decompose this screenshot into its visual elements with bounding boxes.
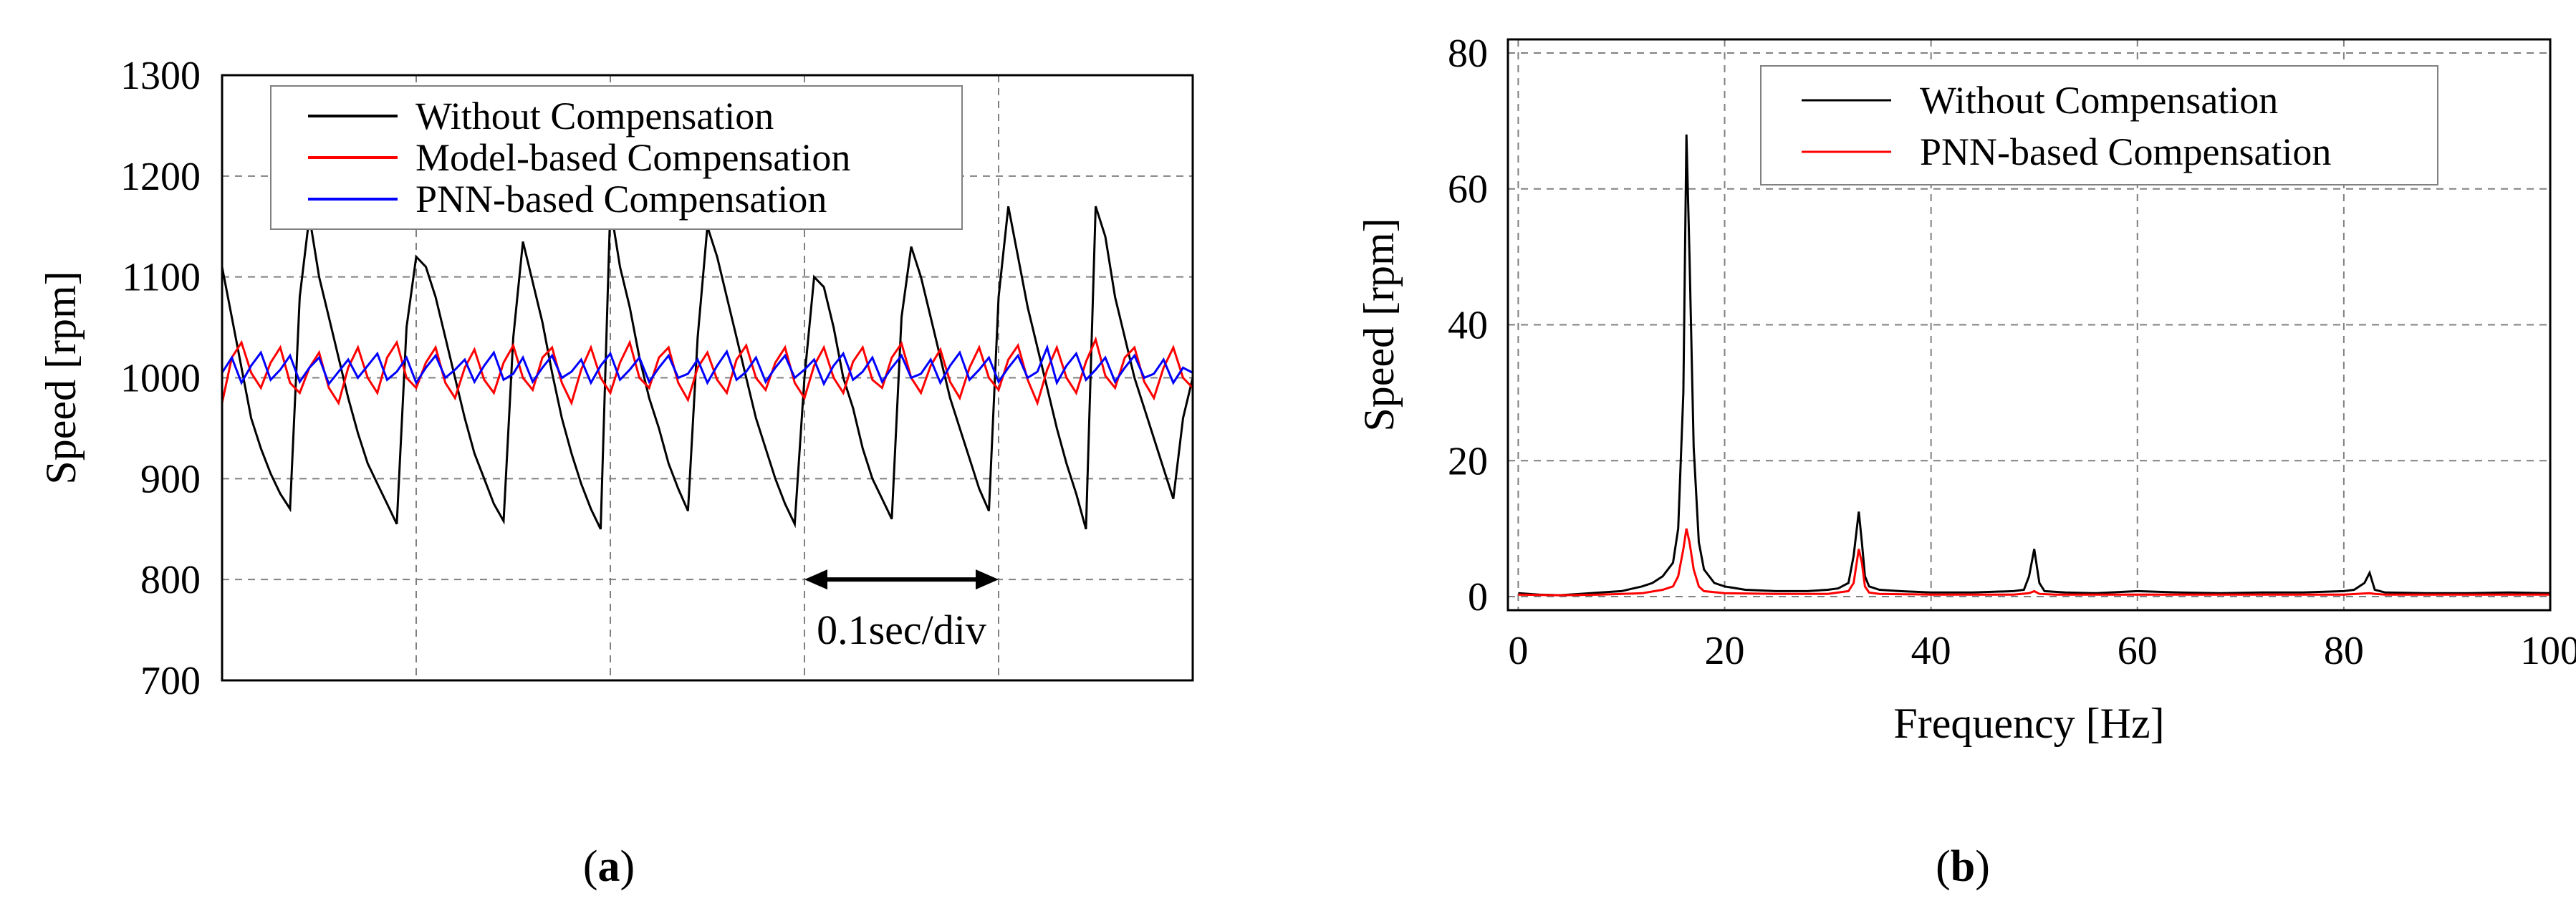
panel-a-annotation: 0.1sec/div bbox=[804, 569, 999, 653]
legend-b-pnn-label: PNN-based Compensation bbox=[1920, 130, 2331, 173]
panel-b-legend-box bbox=[1760, 65, 2438, 185]
b-series-line-1 bbox=[1518, 528, 2550, 597]
b-y-tick-80: 80 bbox=[1448, 32, 1488, 76]
panel-b-legend: Without Compensation PNN-based Compensat… bbox=[1760, 65, 2438, 185]
panel-b-caption-letter: b bbox=[1951, 842, 1975, 891]
a-y-tick-1100: 1100 bbox=[122, 256, 201, 300]
panel-a-time-chart: 700 800 900 1000 1100 1200 1300 Speed [rpm] Wi… bbox=[37, 54, 1194, 891]
b-series-line-0 bbox=[1518, 134, 2551, 597]
a-y-tick-1300: 1300 bbox=[120, 54, 201, 98]
legend-b-without-label: Without Compensation bbox=[1920, 79, 2278, 122]
b-y-tick-40: 40 bbox=[1448, 304, 1488, 348]
annotation-arrow-right-head bbox=[976, 569, 999, 590]
panel-b-x-tick-labels: 0 20 40 60 80 100 bbox=[1508, 629, 2576, 673]
annotation-text: 0.1sec/div bbox=[817, 607, 986, 653]
b-x-tick-0: 0 bbox=[1508, 629, 1528, 673]
panel-b-y-tick-labels: 0 20 40 60 80 bbox=[1448, 32, 1488, 619]
panel-a-caption: (a) bbox=[583, 842, 635, 891]
a-y-tick-1200: 1200 bbox=[120, 155, 201, 199]
panel-a-series bbox=[221, 206, 1194, 530]
panel-b-series bbox=[1518, 134, 2551, 597]
annotation-arrow-left-head bbox=[804, 569, 827, 590]
panel-b-plot-frame bbox=[1506, 38, 2552, 612]
b-x-tick-80: 80 bbox=[2324, 629, 2364, 673]
legend-a-without-label: Without Compensation bbox=[415, 95, 774, 138]
panel-a-y-axis-label: Speed [rpm] bbox=[37, 271, 85, 484]
a-series-line-2 bbox=[221, 344, 1193, 387]
b-x-tick-100: 100 bbox=[2520, 629, 2576, 673]
panel-b-frequency-chart: 0 20 40 60 80 0 20 40 60 80 100 Speed [rpm] Frequ… bbox=[1355, 32, 2576, 891]
b-x-tick-40: 40 bbox=[1911, 629, 1951, 673]
panel-a-legend: Without Compensation Model-based Compens… bbox=[270, 85, 963, 230]
b-y-tick-20: 20 bbox=[1448, 439, 1488, 483]
b-x-tick-20: 20 bbox=[1705, 629, 1745, 673]
panel-b-caption: (b) bbox=[1936, 842, 1990, 891]
a-y-tick-700: 700 bbox=[140, 659, 201, 703]
legend-a-pnn-label: PNN-based Compensation bbox=[415, 178, 827, 221]
b-x-tick-60: 60 bbox=[2118, 629, 2158, 673]
legend-a-model-label: Model-based Compensation bbox=[415, 136, 850, 179]
panel-a-caption-letter: a bbox=[598, 842, 620, 891]
panel-a-y-tick-labels: 700 800 900 1000 1100 1200 1300 bbox=[120, 54, 201, 703]
b-y-tick-60: 60 bbox=[1448, 168, 1488, 212]
a-y-tick-800: 800 bbox=[140, 558, 201, 602]
a-y-tick-1000: 1000 bbox=[120, 357, 201, 401]
panel-a-plot-frame bbox=[221, 74, 1194, 682]
b-y-tick-0: 0 bbox=[1468, 575, 1488, 619]
panel-b-x-axis-label: Frequency [Hz] bbox=[1893, 700, 2164, 747]
a-y-tick-900: 900 bbox=[140, 457, 201, 501]
panel-b-y-axis-label: Speed [rpm] bbox=[1355, 218, 1403, 431]
